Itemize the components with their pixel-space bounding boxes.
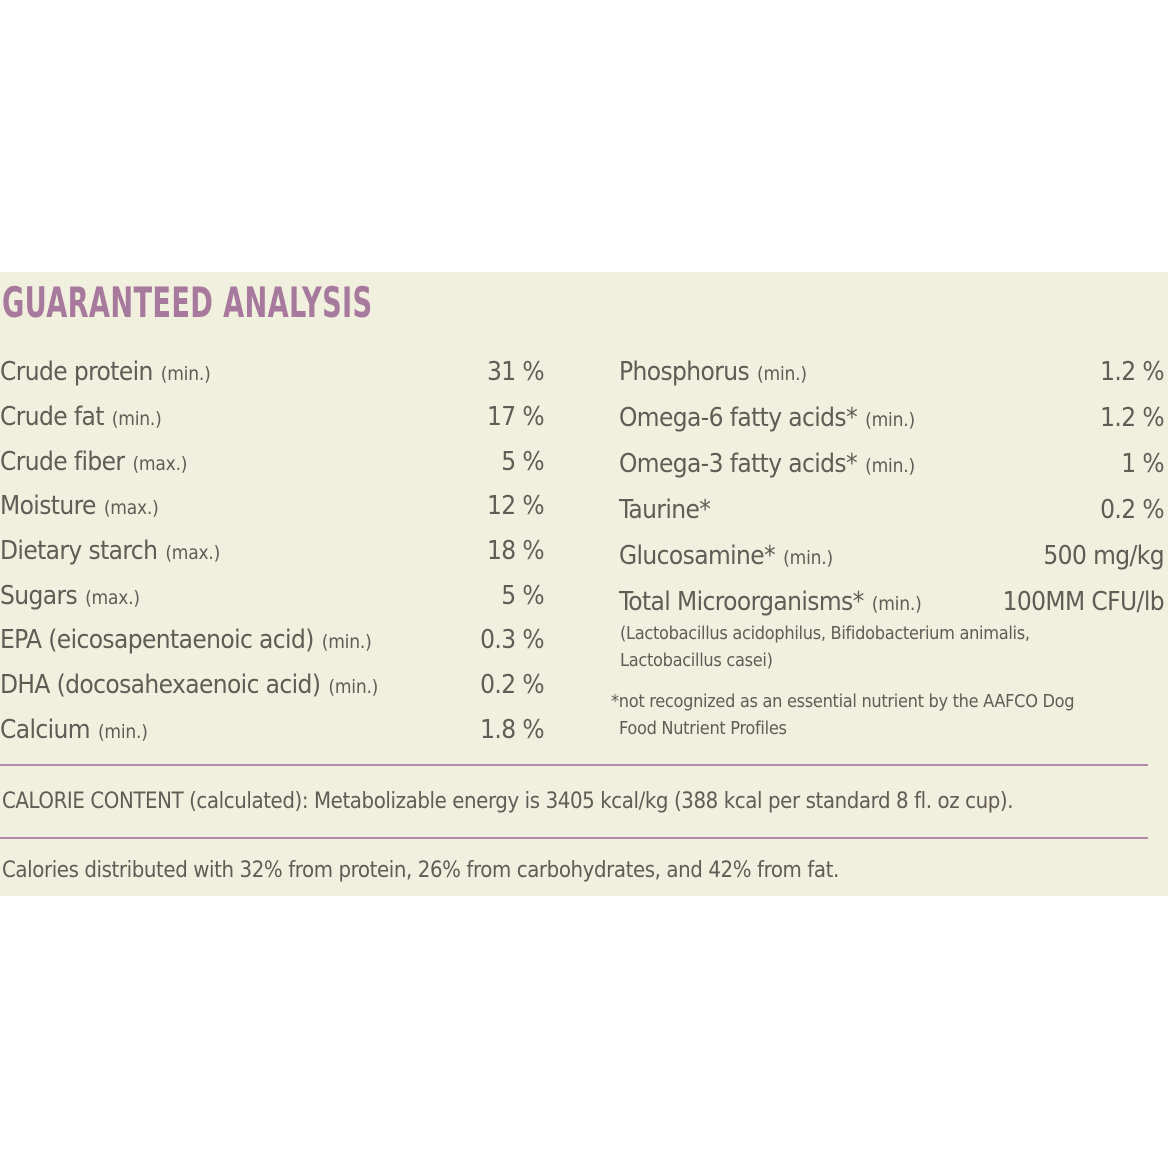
nutrient-label: Omega-3 fatty acids* (min.) [619,449,915,479]
nutrient-label: DHA (docosahexaenoic acid) (min.) [0,670,378,700]
nutrient-name: Taurine* [619,495,711,525]
nutrient-value: 1.2 % [1100,357,1164,387]
nutrient-label: Crude fat (min.) [0,402,162,432]
nutrient-value: 5 % [501,447,544,477]
nutrient-row: Phosphorus (min.) 1.2 % [619,352,1165,392]
nutrient-qualifier: (max.) [85,587,140,609]
nutrient-row: Total Microorganisms* (min.) 100MM CFU/lb [619,582,1165,622]
nutrient-value: 1.2 % [1100,403,1164,433]
nutrient-row: Crude fat (min.) 17 % [0,397,545,437]
nutrient-label: Crude fiber (max.) [0,447,187,477]
nutrient-name: EPA (eicosapentaenoic acid) [0,625,314,655]
nutrient-value: 18 % [486,536,545,566]
nutrient-label: Phosphorus (min.) [619,357,807,387]
nutrient-value: 500 mg/kg [1043,541,1164,571]
nutrient-label: Dietary starch (max.) [0,536,220,566]
calorie-distribution: Calories distributed with 32% from prote… [2,858,839,883]
nutrient-label: Taurine* [619,495,718,525]
nutrient-name: Moisture [0,491,96,521]
nutrient-name: Calcium [0,715,91,745]
analysis-panel [0,272,1168,896]
nutrient-label: Crude protein (min.) [0,357,211,387]
nutrient-value: 17 % [486,402,545,432]
nutrient-name: Crude protein [0,357,153,387]
nutrient-label: Moisture (max.) [0,491,159,521]
nutrient-row: Dietary starch (max.) 18 % [0,531,545,571]
nutrient-qualifier: (max.) [132,453,188,475]
nutrient-qualifier: (min.) [871,593,922,615]
nutrient-row: DHA (docosahexaenoic acid) (min.) 0.2 % [0,665,545,705]
nutrient-qualifier: (min.) [111,408,162,430]
nutrient-row: Taurine* 0.2 % [619,490,1165,530]
nutrient-row: Omega-3 fatty acids* (min.) 1 % [619,444,1165,484]
nutrient-name: Glucosamine* [619,541,776,571]
nutrient-qualifier: (min.) [97,721,148,743]
microorganisms-note: (Lactobacillus acidophilus, Bifidobacter… [620,620,1030,674]
nutrient-qualifier: (min.) [160,363,211,385]
nutrient-name: Total Microorganisms* [619,587,864,617]
nutrient-value: 100MM CFU/lb [1002,587,1165,617]
nutrient-label: Omega-6 fatty acids* (min.) [619,403,915,433]
microorganisms-note-line: Lactobacillus casei) [620,650,773,671]
nutrient-qualifier: (max.) [103,497,159,519]
nutrient-qualifier: (min.) [865,455,915,477]
nutrient-name: Omega-3 fatty acids* [619,449,858,479]
nutrient-value: 1 % [1121,449,1164,479]
nutrient-row: Omega-6 fatty acids* (min.) 1.2 % [619,398,1165,438]
nutrient-name: Dietary starch [0,536,158,566]
nutrient-qualifier: (min.) [321,631,372,653]
footnote: *not recognized as an essential nutrient… [611,688,1075,742]
calorie-content: CALORIE CONTENT (calculated): Metaboliza… [2,789,1014,814]
nutrient-value: 0.2 % [1100,495,1164,525]
nutrient-row: Moisture (max.) 12 % [0,486,545,526]
nutrient-label: Glucosamine* (min.) [619,541,833,571]
nutrient-name: Sugars [0,581,78,611]
divider [0,764,1148,766]
nutrient-qualifier: (min.) [783,547,833,569]
section-title: GUARANTEED ANALYSIS [2,278,373,327]
nutrient-label: Total Microorganisms* (min.) [619,587,922,617]
nutrient-label: EPA (eicosapentaenoic acid) (min.) [0,625,372,655]
divider [0,837,1148,839]
nutrient-value: 12 % [486,491,545,521]
microorganisms-note-line: (Lactobacillus acidophilus, Bifidobacter… [620,623,1030,644]
nutrient-value: 1.8 % [480,715,544,745]
nutrient-value: 0.2 % [480,670,544,700]
nutrient-row: Sugars (max.) 5 % [0,576,545,616]
footnote-line: *not recognized as an essential nutrient… [611,691,1075,712]
nutrient-name: DHA (docosahexaenoic acid) [0,670,321,700]
nutrient-value: 31 % [486,357,545,387]
nutrient-qualifier: (min.) [757,363,807,385]
nutrient-name: Phosphorus [619,357,750,387]
nutrient-qualifier: (min.) [328,676,379,698]
nutrient-row: Crude fiber (max.) 5 % [0,442,545,482]
nutrient-name: Crude fat [0,402,104,432]
nutrient-row: Glucosamine* (min.) 500 mg/kg [619,536,1165,576]
nutrient-label: Calcium (min.) [0,715,148,745]
nutrient-name: Omega-6 fatty acids* [619,403,858,433]
nutrient-qualifier: (max.) [165,542,221,564]
nutrient-value: 5 % [501,581,544,611]
nutrient-qualifier: (min.) [865,409,915,431]
nutrient-row: Crude protein (min.) 31 % [0,352,545,392]
nutrient-value: 0.3 % [480,625,544,655]
nutrient-row: EPA (eicosapentaenoic acid) (min.) 0.3 % [0,620,545,660]
footnote-line: Food Nutrient Profiles [619,718,787,739]
nutrient-row: Calcium (min.) 1.8 % [0,710,545,750]
nutrient-name: Crude fiber [0,447,125,477]
nutrient-label: Sugars (max.) [0,581,140,611]
